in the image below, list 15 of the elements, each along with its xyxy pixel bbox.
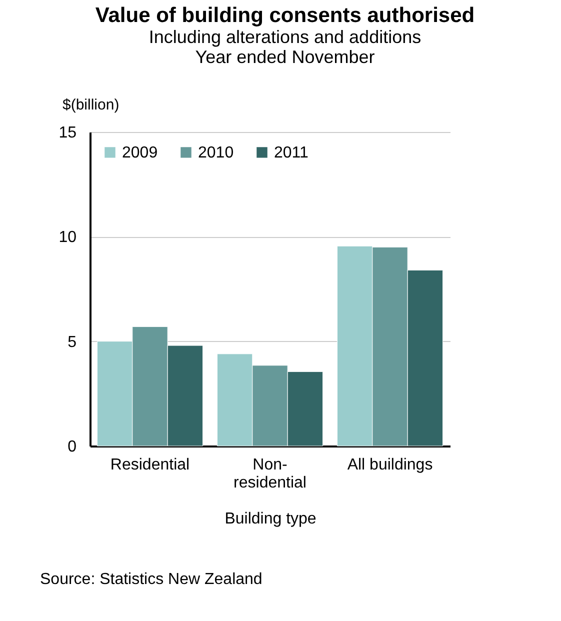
x-axis-title: Building type <box>224 510 316 528</box>
y-tick-label: 15 <box>58 124 77 142</box>
source-note: Source: Statistics New Zealand <box>40 571 262 588</box>
y-tick-label: 0 <box>68 438 77 456</box>
legend-label: 2011 <box>274 144 309 162</box>
legend-label: 2010 <box>198 144 234 162</box>
x-tick-label: Residential <box>110 456 190 474</box>
x-tick-label: All buildings <box>347 456 433 474</box>
legend-label: 2009 <box>122 144 158 162</box>
y-tick-label: 5 <box>68 334 77 351</box>
x-tick-label: Non-residential <box>234 456 306 492</box>
chart-title: Value of building consents authorised <box>95 4 475 27</box>
y-tick-label: 10 <box>58 229 77 246</box>
y-axis-title: $(billion) <box>62 96 120 114</box>
chart-subtitle: Including alterations and additions Year ended November <box>148 27 422 67</box>
